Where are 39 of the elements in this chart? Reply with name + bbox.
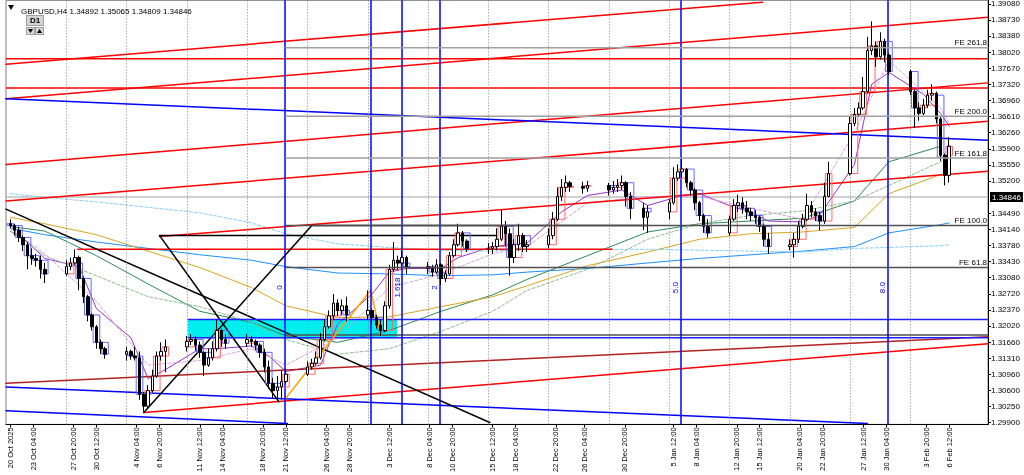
y-tick-label: 1.38380: [991, 31, 1021, 41]
y-tick-label: 1.38020: [991, 47, 1021, 57]
series-label: FE 161.8: [954, 148, 988, 158]
y-tick-label: 1.34140: [991, 224, 1021, 234]
annotation: 5.0: [671, 281, 681, 294]
y-tick-label: 1.30250: [991, 402, 1021, 412]
annotation: 0: [275, 284, 285, 290]
y-tick-label: 1.31660: [991, 337, 1021, 347]
button: D1: [26, 15, 44, 26]
y-tick-label: 1.33080: [991, 273, 1021, 283]
text: GBPUSD,H4 1.34892 1.35065 1.34809 1.34846: [21, 6, 193, 16]
y-tick-label: 1.38730: [991, 15, 1021, 25]
y-tick-label: 1.30960: [991, 369, 1021, 379]
y-tick-label: 1.34490: [991, 208, 1021, 218]
series-label: FE 100.0: [954, 216, 988, 226]
y-tick-label: 1.39080: [991, 0, 1021, 9]
y-tick-label: 1.32020: [991, 321, 1021, 331]
annotation: 1.618: [392, 277, 402, 298]
y-tick-label: 1.31310: [991, 353, 1021, 363]
ref-line-label: 1.34846: [992, 192, 1022, 202]
y-tick-label: 1.35900: [991, 144, 1021, 154]
y-tick-label: 1.37670: [991, 63, 1021, 73]
y-tick-label: 1.29900: [991, 418, 1021, 428]
y-tick-label: 1.35550: [991, 160, 1021, 170]
y-tick-label: 1.36610: [991, 112, 1021, 122]
annotation: 2: [430, 284, 440, 290]
y-tick-label: 1.36960: [991, 96, 1021, 106]
y-tick-label: 1.35200: [991, 176, 1021, 186]
y-tick-label: 1.37320: [991, 79, 1021, 89]
y-tick-label: 1.32720: [991, 289, 1021, 299]
y-tick-label: 1.36260: [991, 128, 1021, 138]
series-label: FE 200.0: [954, 106, 988, 116]
annotation: 8.0: [878, 281, 887, 294]
y-tick-label: 1.33430: [991, 257, 1021, 267]
y-tick-label: 1.30600: [991, 386, 1021, 396]
series-label: FE 61.8: [958, 258, 988, 268]
series-label: FE 261.8: [954, 38, 988, 48]
y-tick-label: 1.33780: [991, 241, 1021, 251]
y-tick-label: 1.32370: [991, 305, 1021, 315]
